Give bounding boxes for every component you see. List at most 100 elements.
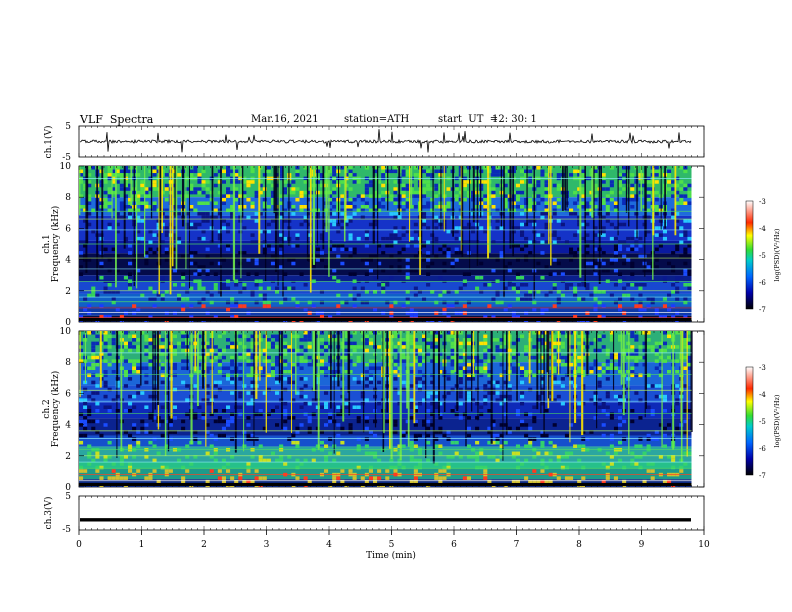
spectrogram-cell — [373, 290, 378, 294]
spectrogram-cell — [401, 444, 406, 448]
spectrogram-cell — [483, 465, 488, 470]
spectrogram-cell — [242, 180, 247, 184]
spectrogram-cell — [123, 187, 128, 191]
spectrogram-cell — [140, 391, 145, 395]
spectrogram-cell — [479, 366, 484, 370]
spectrogram-cell — [344, 300, 349, 305]
spectrogram-cell — [544, 208, 549, 213]
spectrogram-cell — [605, 352, 610, 356]
spectrogram-cell — [491, 205, 496, 209]
spectrogram-cell — [123, 240, 128, 244]
spectrogram-cell — [164, 215, 169, 220]
spectrogram-cell — [405, 187, 410, 191]
spectrogram-cell — [128, 283, 133, 287]
spectrogram-cell — [189, 261, 194, 266]
spectrogram-cell — [368, 194, 373, 198]
spectrogram-cell — [662, 297, 667, 301]
spectrogram-cell — [397, 462, 402, 466]
spectrogram-cell — [352, 362, 357, 367]
spectrogram-cell — [303, 180, 308, 184]
spectrogram-cell — [548, 272, 553, 276]
spectrogram-cell — [532, 355, 537, 360]
spectrogram-cell — [687, 244, 692, 248]
spectrogram-cell — [160, 345, 165, 349]
spectrogram-cell — [230, 215, 235, 220]
spectrogram-cell — [299, 194, 304, 198]
spectrogram-cell — [324, 391, 329, 395]
spectrogram-cell — [360, 208, 365, 213]
spectrogram-cell — [458, 251, 463, 255]
spectrogram-cell — [348, 293, 353, 298]
spectrogram-cell — [103, 338, 108, 342]
spectrogram-cell — [164, 419, 169, 424]
spectrogram-cell — [307, 311, 312, 315]
spectrogram-cell — [373, 190, 378, 195]
spectrogram-cell — [409, 240, 414, 244]
spectrogram-cell — [262, 244, 267, 248]
spectrogram-cell — [495, 440, 500, 445]
spectrogram-cell — [91, 348, 96, 353]
spectrogram-cell — [356, 405, 361, 409]
spectrogram-cell — [483, 394, 488, 399]
spectrogram-cell — [564, 355, 569, 360]
spectrogram-cell — [630, 366, 635, 370]
spectrogram-cell — [95, 355, 100, 360]
sferic-streak — [343, 166, 346, 242]
sferic-streak — [645, 166, 647, 237]
spectrogram-cell — [532, 455, 537, 459]
spectrogram-cell — [287, 345, 292, 349]
spectrogram-cell — [462, 240, 467, 244]
spectrogram-cell — [434, 462, 439, 466]
spectrogram-cell — [79, 240, 84, 244]
spectrogram-cell — [540, 197, 545, 202]
spectrogram-cell — [577, 341, 582, 346]
spectrogram-cell — [524, 236, 529, 241]
spectrogram-cell — [250, 180, 255, 184]
spectrogram-cell — [601, 304, 606, 308]
spectrogram-cell — [491, 419, 496, 424]
spectrogram-cell — [581, 444, 586, 448]
ch1-spectrogram-image — [79, 166, 692, 322]
spectrogram-cell — [454, 247, 459, 252]
spectrogram-cell — [115, 409, 120, 413]
spectrogram-cell — [483, 197, 488, 202]
spectrogram-cell — [319, 345, 324, 349]
spectrogram-cell — [483, 283, 488, 287]
spectrogram-cell — [164, 183, 169, 188]
spectrogram-cell — [344, 370, 349, 374]
spectrogram-cell — [348, 370, 353, 374]
spectrogram-cell — [79, 359, 84, 363]
spectrogram-cell — [307, 426, 312, 431]
spectrogram-cell — [258, 476, 263, 480]
spectrogram-cell — [426, 251, 431, 255]
spectrogram-cell — [328, 240, 333, 244]
spectrogram-cell — [601, 173, 606, 177]
spectrogram-cell — [303, 283, 308, 287]
sferic-streak — [306, 166, 309, 261]
spectrogram-cell — [79, 398, 84, 402]
spectrogram-cell — [123, 341, 128, 346]
spectrogram-cell — [687, 362, 692, 367]
spectrogram-cell — [593, 205, 598, 209]
spectrogram-cell — [189, 173, 194, 177]
spectrogram-cell — [397, 352, 402, 356]
spectrogram-cell — [642, 348, 647, 353]
spectrogram-cell — [634, 338, 639, 342]
spectrogram-cell — [601, 362, 606, 367]
ch1-colorbar-label: log(PSD)(V²/Hz) — [773, 228, 781, 281]
spectrogram-cell — [307, 187, 312, 191]
spectrogram-cell — [446, 377, 451, 381]
sferic-streak — [410, 166, 413, 206]
spectrogram-cell — [303, 359, 308, 363]
spectrogram-cell — [532, 416, 537, 420]
ch2-colorbar: -3 -4 -5 -6 -7 log(PSD)(V²/Hz) — [745, 364, 781, 480]
spectrogram-cell — [270, 183, 275, 188]
spectrogram-cell — [87, 304, 92, 308]
spectrogram-cell — [495, 384, 500, 388]
spectrogram-cell — [279, 215, 284, 220]
spectrogram-cell — [217, 233, 222, 237]
spectrogram-cell — [397, 355, 402, 360]
spectrogram-cell — [536, 348, 541, 353]
spectrogram-cell — [683, 341, 688, 346]
